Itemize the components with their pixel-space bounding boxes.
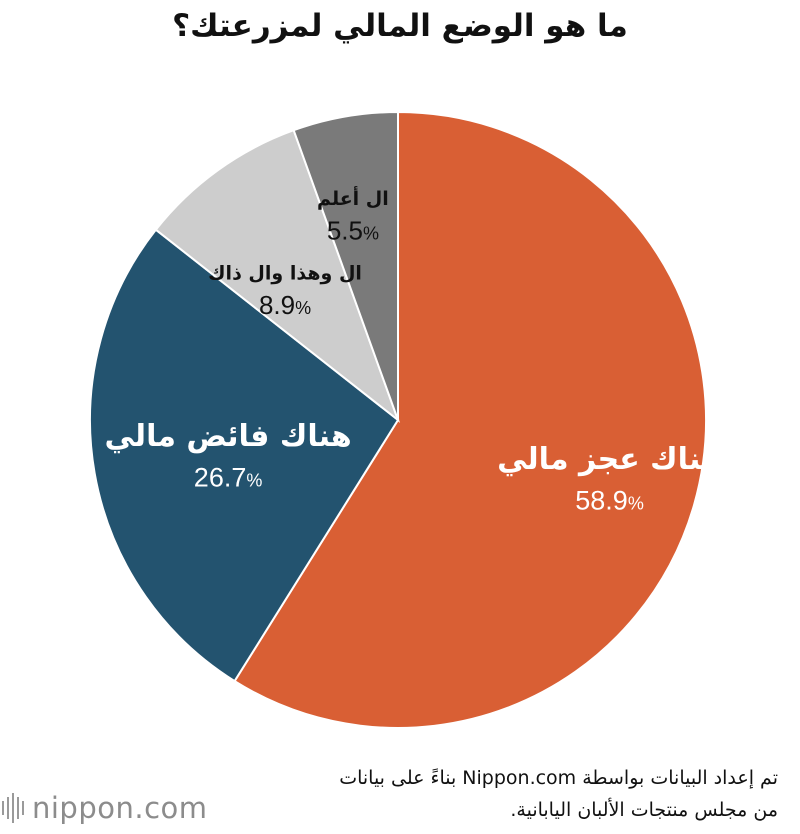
nippon-bars-logo-icon (2, 793, 24, 823)
slice-percent-label: 26.7% (194, 463, 263, 493)
source-note: تم إعداد البيانات بواسطة Nippon.com بناء… (218, 762, 778, 826)
logo-text: nippon.com (32, 791, 208, 825)
chart-title: ما هو الوضع المالي لمزرعتك؟ (172, 8, 628, 44)
slice-label: ال وهذا وال ذاك (208, 263, 362, 285)
slice-percent-label: 8.9% (259, 290, 311, 320)
pie-slices (89, 110, 707, 729)
pie-slice (89, 228, 400, 683)
pie-slice (154, 128, 401, 423)
pie-slice (292, 110, 399, 421)
source-note-line-1: تم إعداد البيانات بواسطة Nippon.com بناء… (339, 767, 778, 789)
slice-label: ال أعلم (317, 186, 389, 210)
slice-label: هناك عجز مالي (497, 442, 722, 477)
slice-label: هناك فائض مالي (104, 419, 351, 454)
pie-slice (233, 110, 707, 729)
slice-percent-label: 58.9% (575, 486, 644, 516)
slice-percent-label: 5.5% (327, 216, 379, 246)
pie-labels: هناك عجز مالي 58.9% هناك فائض مالي 26.7% ال … (104, 186, 722, 516)
nippon-logo: nippon.com (2, 784, 208, 832)
source-note-line-2: من مجلس منتجات الألبان اليابانية. (510, 799, 778, 821)
